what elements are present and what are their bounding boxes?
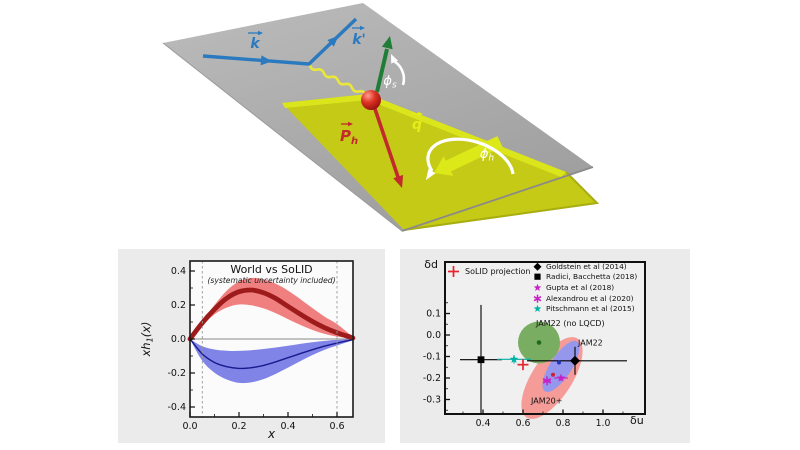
region-label: JAM22 — [577, 338, 603, 347]
transversity-plot: 0.0 0.2 0.4 0.6 0.4 0.2 0.0 -0.2 -0.4 World vs S… — [139, 260, 356, 441]
virtual-photon-label: q — [412, 117, 422, 133]
hadron-plane-under-edge — [403, 171, 600, 231]
transversity-bands — [187, 277, 356, 384]
legend-marker-star-icon — [533, 304, 542, 313]
svg-text:0.1: 0.1 — [426, 309, 441, 320]
legend-item-1: Radici, Bacchetta (2018) — [531, 272, 637, 283]
point-Pitschmann et al (2015) — [509, 354, 519, 363]
plot-subtitle: (systematic uncertainty included) — [207, 276, 335, 285]
spin-arrow — [375, 48, 389, 93]
lepton-plane-left-edge — [162, 42, 403, 232]
hadron-momentum-label: Ph — [340, 127, 358, 147]
svg-text:-0.4: -0.4 — [167, 402, 186, 413]
point-Goldstein et al (2014) — [570, 355, 580, 366]
svg-text:0.2: 0.2 — [231, 421, 246, 432]
legend-item-0: Goldstein et al (2014) — [531, 261, 637, 272]
hadron-plane — [282, 94, 597, 230]
scattered-lepton-arrowhead — [327, 35, 339, 47]
legend-label: Alexandrou et al (2020) — [546, 293, 634, 303]
svg-text:0.0: 0.0 — [171, 334, 186, 345]
phi-h-arc — [426, 137, 515, 175]
transversity-plot-panel: 0.0 0.2 0.4 0.6 0.4 0.2 0.0 -0.2 -0.4 World vs S… — [118, 249, 385, 443]
legend-item-2: Gupta et al (2018) — [531, 282, 637, 293]
y-axis-label: xh1(x) — [139, 322, 155, 358]
plot-title: World vs SoLID — [230, 263, 312, 276]
sidis-kinematics-diagram: ϕh ϕs k k' q Ph — [162, 3, 600, 232]
svg-text:0.4: 0.4 — [280, 421, 295, 432]
central-line — [189, 338, 354, 370]
region-labels: JAM20+ JAM22 JAM22 (no LQCD) — [530, 319, 605, 405]
svg-text:0.6: 0.6 — [329, 421, 344, 432]
phi-h-label: ϕh — [480, 147, 495, 164]
svg-text:0.0: 0.0 — [426, 330, 441, 341]
spin-arrowhead — [381, 36, 393, 50]
svg-text:0.4: 0.4 — [171, 266, 186, 277]
phi-s-label: ϕs — [383, 74, 397, 91]
data-points — [460, 304, 627, 414]
point-JAM22 (no LQCD) central value — [536, 340, 542, 345]
svg-text:-0.1: -0.1 — [423, 352, 441, 363]
legend-marker-diamond-icon — [533, 262, 542, 271]
solid-cross-icon — [448, 266, 459, 277]
virtual-photon-wavy-line — [308, 64, 368, 97]
region-JAM22 — [542, 340, 580, 392]
point-Alexandrou et al (2020) — [542, 376, 552, 386]
legend-marker-star-icon — [533, 283, 542, 291]
point-JAM20+ central value — [551, 372, 555, 377]
point-JAM22 central value — [557, 360, 561, 365]
scattered-lepton-label: k' — [352, 32, 366, 48]
plot-frame — [444, 261, 646, 415]
point-Gupta et al (2018) — [556, 373, 566, 382]
lepton-lines — [202, 17, 358, 66]
central-line — [187, 287, 356, 342]
svg-text:1.0: 1.0 — [596, 418, 611, 429]
nucleon-sphere — [361, 90, 381, 110]
q-vector-hat-head — [418, 111, 423, 117]
hadron-momentum-arrow — [372, 105, 400, 178]
phi-s-arc-arrowhead — [391, 54, 398, 64]
svg-text:0.8: 0.8 — [556, 418, 571, 429]
legend-item-3: Alexandrou et al (2020) — [531, 293, 637, 304]
legend-label: Radici, Bacchetta (2018) — [546, 272, 638, 282]
svg-text:0.4: 0.4 — [476, 418, 491, 429]
ph-vector-hat-head — [348, 121, 353, 127]
legend-item-4: Pitschmann et al (2015) — [531, 303, 637, 314]
hadron-plane-bright-edge — [282, 94, 566, 177]
hadron-momentum-arrowhead — [393, 174, 404, 188]
solid-projection-legend: SoLID projection — [446, 265, 530, 278]
lepton-plane-right-edge — [401, 166, 594, 232]
solid-projection-label: SoLID projection — [465, 267, 531, 276]
point-Radici, Bacchetta (2018) — [477, 356, 485, 364]
axes-ticks: 0.0 0.2 0.4 0.6 0.4 0.2 0.0 -0.2 -0.4 — [167, 266, 344, 432]
legend-label: Pitschmann et al (2015) — [546, 304, 635, 314]
legend-marker-asterisk-icon — [533, 294, 542, 303]
point-SoLID projection — [517, 359, 529, 371]
incoming-lepton-arrowhead — [260, 55, 272, 66]
svg-text:-0.3: -0.3 — [423, 395, 441, 406]
legend-marker-square-icon — [534, 273, 541, 281]
axes-ticks: 0.4 0.6 0.8 1.0 0.1 0.0 -0.1 -0.2 -0.3 — [423, 302, 624, 429]
x-axis-label: δu — [630, 414, 644, 427]
region-label: JAM20+ — [530, 396, 562, 405]
incoming-lepton-label: k — [250, 36, 261, 52]
legend-label: Goldstein et al (2014) — [546, 261, 627, 271]
x-axis-label: x — [267, 427, 276, 441]
svg-text:-0.2: -0.2 — [167, 368, 186, 379]
legend-label: Gupta et al (2018) — [546, 282, 615, 292]
svg-text:0.2: 0.2 — [171, 300, 186, 311]
plot-legend: Goldstein et al (2014) Radici, Bacchetta … — [531, 261, 637, 314]
svg-text:0.0: 0.0 — [182, 421, 197, 432]
k-vector-hat-head — [258, 30, 263, 36]
phi-h-arc-arrowhead — [425, 168, 436, 181]
y-axis-label: δd — [424, 258, 438, 271]
svg-text:-0.2: -0.2 — [423, 373, 441, 384]
region-label: JAM22 (no LQCD) — [535, 319, 605, 328]
k-prime-vector-hat-head — [360, 25, 365, 31]
tensor-charge-plot-panel: JAM20+ JAM22 JAM22 (no LQCD) 0.4 0.6 0.8 1.0 0… — [400, 249, 690, 443]
svg-text:0.6: 0.6 — [516, 418, 531, 429]
